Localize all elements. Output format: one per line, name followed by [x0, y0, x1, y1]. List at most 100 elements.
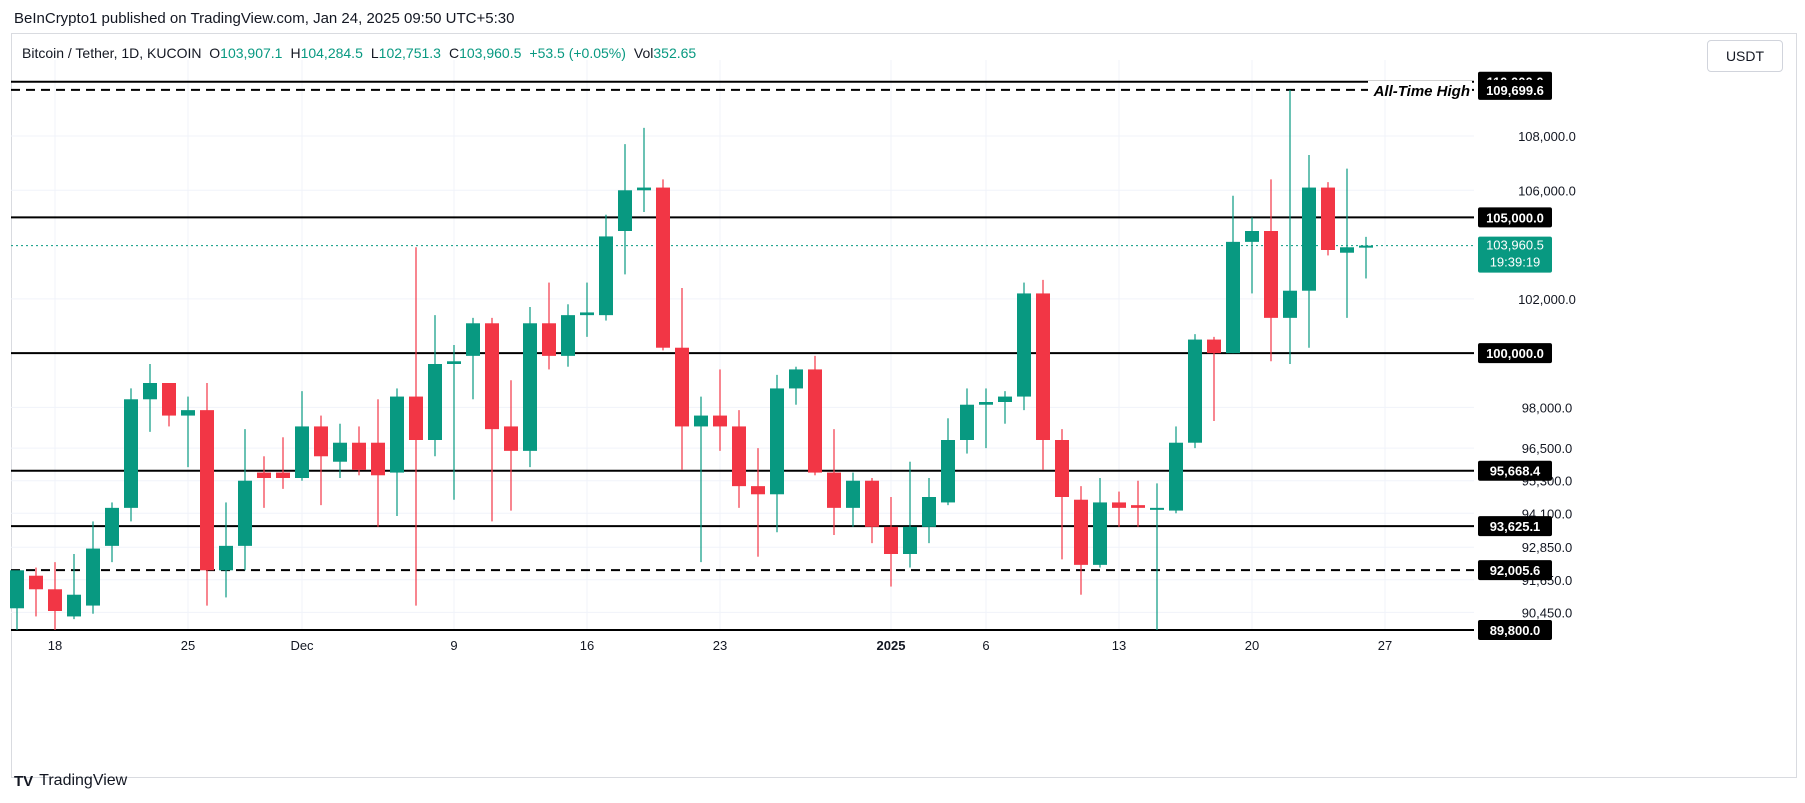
candle-body: [884, 526, 898, 554]
all-time-high-annotation: All-Time High: [1373, 83, 1470, 100]
currency-selector[interactable]: USDT: [1707, 40, 1783, 72]
tradingview-logo-icon: TV: [14, 772, 34, 790]
level-price-label: 93,625.1: [1490, 519, 1541, 534]
level-price-box: [1478, 620, 1552, 640]
candle-body: [732, 426, 746, 487]
x-tick-label: 2025: [877, 638, 906, 653]
candle-body: [352, 442, 366, 470]
level-price-box: [1478, 343, 1552, 364]
high-key: H: [290, 45, 301, 61]
candle-body: [1074, 499, 1088, 565]
low-key: L: [370, 45, 379, 61]
ohlc-legend: Bitcoin / Tether, 1D, KUCOIN O103,907.1 H…: [22, 45, 704, 61]
chart-frame: [11, 33, 1797, 778]
tradingview-footer[interactable]: TV TradingView: [14, 772, 127, 790]
y-tick-label: 102,000.0: [1518, 292, 1576, 307]
candle-body: [1302, 187, 1316, 291]
candle-body: [542, 323, 556, 356]
candle-body: [751, 486, 765, 495]
candle-body: [675, 347, 689, 427]
candle-body: [67, 594, 81, 617]
candle-body: [770, 388, 784, 495]
y-tick-label: 106,000.0: [1518, 183, 1576, 198]
candle-body: [1055, 440, 1069, 497]
candle-body: [466, 323, 480, 356]
candle-body: [200, 410, 214, 571]
candle-body: [1169, 442, 1183, 511]
candle-body: [485, 323, 499, 430]
candle-body: [314, 426, 328, 457]
level-price-label: 92,005.6: [1490, 563, 1541, 578]
candle-body: [333, 442, 347, 462]
candle-body: [143, 383, 157, 400]
candle-body: [960, 404, 974, 440]
candle-body: [105, 507, 119, 546]
level-price-box: [1478, 516, 1552, 537]
candle-body: [998, 396, 1012, 402]
candle-body: [808, 369, 822, 473]
bar-countdown-label: 19:39:19: [1490, 255, 1541, 270]
candle-body: [656, 187, 670, 348]
volume-value: 352.65: [653, 45, 697, 61]
close-value: 103,960.5: [459, 45, 522, 61]
candle-body: [48, 589, 62, 611]
y-tick-label: 90,450.0: [1522, 605, 1573, 620]
candle-body: [789, 369, 803, 389]
candle-body: [865, 480, 879, 527]
candle-body: [276, 472, 290, 478]
close-key: C: [448, 45, 460, 61]
candle-body: [1264, 231, 1278, 318]
candle-body: [124, 399, 138, 508]
candle-body: [1150, 507, 1164, 510]
candle-body: [694, 415, 708, 427]
level-price-label: 109,699.6: [1486, 83, 1544, 98]
candle-body: [295, 426, 309, 478]
tradingview-brand: TradingView: [39, 772, 128, 789]
candle-body: [504, 426, 518, 451]
x-tick-label: 16: [580, 638, 594, 653]
x-tick-label: 6: [982, 638, 989, 653]
candle-body: [10, 570, 24, 609]
candle-body: [1112, 502, 1126, 508]
candle-body: [1036, 293, 1050, 440]
candle-body: [1017, 293, 1031, 397]
candle-body: [390, 396, 404, 473]
level-price-box: [1478, 560, 1552, 581]
candle-body: [846, 480, 860, 508]
open-key: O: [209, 45, 221, 61]
y-tick-label: 92,850.0: [1522, 540, 1573, 555]
candle-body: [181, 410, 195, 416]
change-value: +53.5 (+0.05%): [529, 45, 626, 61]
x-tick-label: 18: [48, 638, 62, 653]
symbol-label[interactable]: Bitcoin / Tether, 1D, KUCOIN: [22, 45, 202, 61]
candle-body: [561, 315, 575, 356]
y-tick-label: 96,500.0: [1522, 441, 1573, 456]
candle-body: [523, 323, 537, 451]
candle-body: [979, 402, 993, 405]
candle-body: [219, 545, 233, 571]
level-price-label: 105,000.0: [1486, 210, 1544, 225]
candle-body: [238, 480, 252, 546]
x-tick-label: 27: [1378, 638, 1392, 653]
level-price-label: 95,668.4: [1490, 464, 1541, 479]
candle-body: [903, 526, 917, 554]
low-value: 102,751.3: [378, 45, 441, 61]
candle-body: [447, 361, 461, 364]
y-tick-label: 108,000.0: [1518, 129, 1576, 144]
candle-body: [428, 364, 442, 440]
y-tick-label: 98,000.0: [1522, 400, 1573, 415]
candle-body: [1245, 231, 1259, 242]
x-tick-label: Dec: [290, 638, 314, 653]
candle-body: [371, 442, 385, 476]
candle-body: [1283, 290, 1297, 318]
high-value: 104,284.5: [300, 45, 363, 61]
x-tick-label: 13: [1112, 638, 1126, 653]
level-price-label: 100,000.0: [1486, 346, 1544, 361]
candle-body: [86, 548, 100, 606]
level-price-label: 89,800.0: [1490, 623, 1541, 638]
candle-body: [618, 190, 632, 231]
x-tick-label: 23: [713, 638, 727, 653]
open-value: 103,907.1: [220, 45, 283, 61]
candle-body: [941, 440, 955, 503]
